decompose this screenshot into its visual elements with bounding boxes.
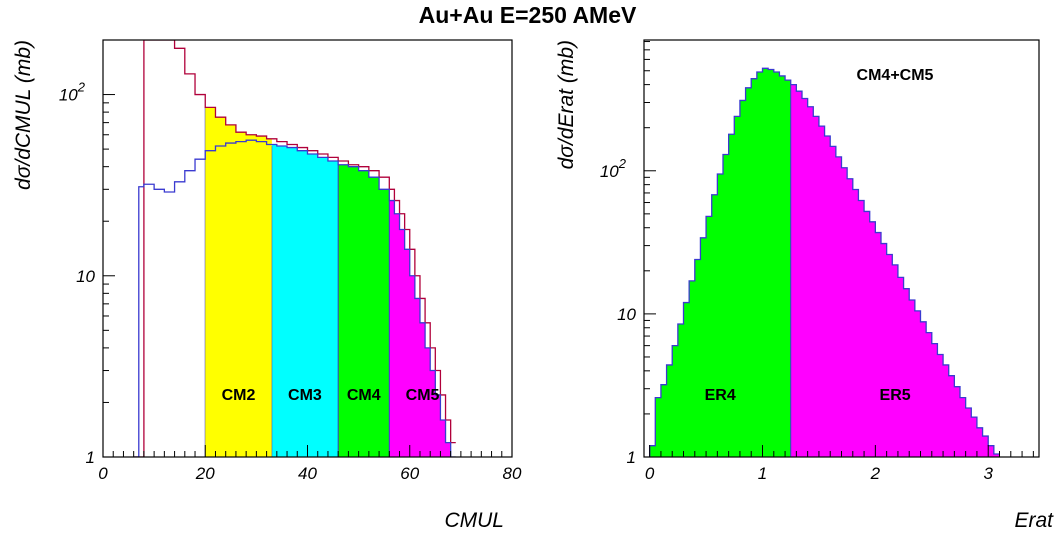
y-tick-exponent: 2 — [618, 156, 627, 171]
panel-title: CM4+CM5 — [857, 67, 934, 84]
band-label-cm5: CM5 — [406, 387, 440, 404]
band-cm3 — [271, 144, 339, 457]
band-label-cm2: CM2 — [222, 387, 256, 404]
x-tick-label: 3 — [983, 464, 993, 483]
y-tick-base: 10 — [600, 162, 619, 181]
x-tick-label: 2 — [870, 464, 881, 483]
x-tick-label: 60 — [400, 464, 419, 483]
y-tick-label: 10 — [617, 305, 636, 324]
x-axis-title: CMUL — [444, 509, 504, 532]
series-line-2 — [133, 139, 456, 457]
band-label-er5: ER5 — [880, 387, 911, 404]
x-tick-label: 0 — [98, 464, 108, 483]
y-axis-title: dσ/dCMUL (mb) — [12, 40, 35, 190]
y-tick-label: 10 — [76, 267, 95, 286]
band-label-cm4: CM4 — [347, 387, 381, 404]
band-er5 — [790, 84, 1000, 457]
series-line-1 — [648, 67, 1000, 457]
y-tick-label: 1 — [86, 448, 95, 467]
x-tick-label: 20 — [195, 464, 215, 483]
x-tick-label: 0 — [645, 464, 655, 483]
y-tick-label: 102 — [600, 156, 627, 181]
band-cm4 — [338, 164, 390, 457]
x-tick-label: 40 — [298, 464, 317, 483]
x-tick-label: 80 — [503, 464, 522, 483]
y-axis-title: dσ/dErat (mb) — [555, 40, 578, 169]
series-line-1 — [133, 40, 456, 457]
chart-title: Au+Au E=250 AMeV — [418, 2, 637, 28]
x-tick-label: 1 — [758, 464, 767, 483]
y-tick-exponent: 2 — [77, 80, 86, 95]
y-tick-label: 102 — [59, 80, 86, 105]
band-cm5 — [389, 200, 456, 457]
y-tick-base: 10 — [59, 86, 78, 105]
band-er4 — [649, 68, 791, 457]
band-cm2-upper — [205, 107, 272, 457]
band-label-cm3: CM3 — [288, 387, 322, 404]
band-label-er4: ER4 — [705, 387, 736, 404]
x-axis-title: Erat — [1014, 509, 1054, 532]
y-tick-label: 1 — [627, 448, 636, 467]
